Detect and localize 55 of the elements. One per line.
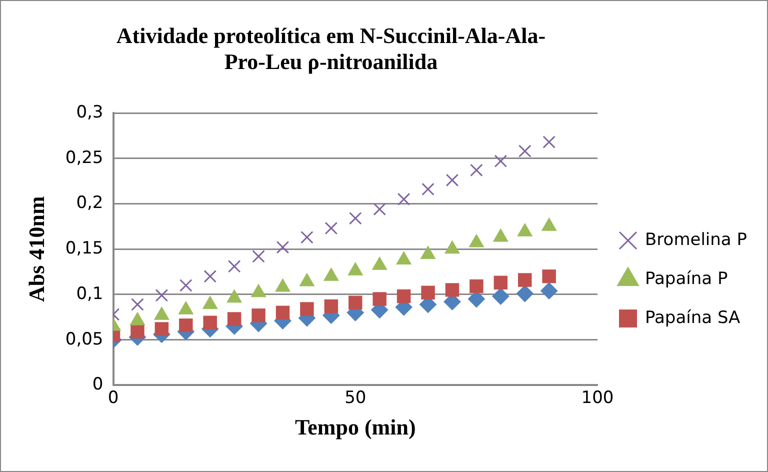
point [276, 306, 290, 320]
x-tick-label: 0 [108, 388, 119, 408]
point [422, 182, 434, 196]
point [348, 296, 362, 310]
x-axis-title: Tempo (min) [294, 414, 416, 440]
legend-label: Bromelina P [645, 230, 748, 250]
legend-label: Papaína SA [645, 308, 741, 328]
point [324, 222, 338, 235]
point [540, 282, 558, 300]
point [446, 174, 459, 187]
x-tick-label: 50 [344, 388, 366, 408]
point [324, 299, 338, 314]
point [470, 164, 483, 177]
chart-title: Atividade proteolítica em N-Succinil-Ala-Ala-Pro-Leu ρ-nitroanilida [115, 23, 547, 75]
point [373, 202, 386, 216]
y-tick-label: 0,3 [76, 102, 104, 122]
point [396, 289, 411, 304]
point [204, 270, 217, 283]
point [421, 286, 435, 300]
point [492, 288, 510, 305]
point [494, 154, 508, 168]
point [397, 192, 410, 206]
y-tick-label: 0,25 [65, 148, 104, 168]
point [228, 260, 241, 273]
y-tick-label: 0,1 [76, 284, 104, 304]
point [227, 312, 242, 326]
point [155, 288, 168, 302]
point [542, 136, 556, 148]
point [518, 273, 532, 287]
y-tick-label: 0,05 [65, 329, 104, 350]
x-tick-label: 100 [581, 388, 614, 408]
point [372, 292, 386, 306]
point [494, 276, 508, 290]
point [542, 269, 556, 284]
point [276, 240, 290, 254]
point [179, 278, 192, 292]
point [154, 322, 169, 336]
point [518, 144, 532, 158]
point [300, 230, 314, 244]
point [130, 324, 144, 339]
point [252, 250, 265, 263]
y-tick-label: 0,2 [76, 193, 104, 214]
point [203, 316, 217, 330]
y-tick-label: 0,15 [65, 238, 104, 259]
legend-label: Papaína P [645, 268, 728, 289]
point [300, 302, 314, 316]
y-axis-title: Abs 410nm [24, 196, 49, 302]
point [131, 298, 144, 311]
point [516, 285, 534, 302]
point [445, 283, 460, 297]
point [470, 279, 484, 294]
point [252, 308, 266, 322]
y-tick-label: 0 [92, 374, 104, 395]
point [179, 318, 193, 332]
point [348, 212, 362, 225]
